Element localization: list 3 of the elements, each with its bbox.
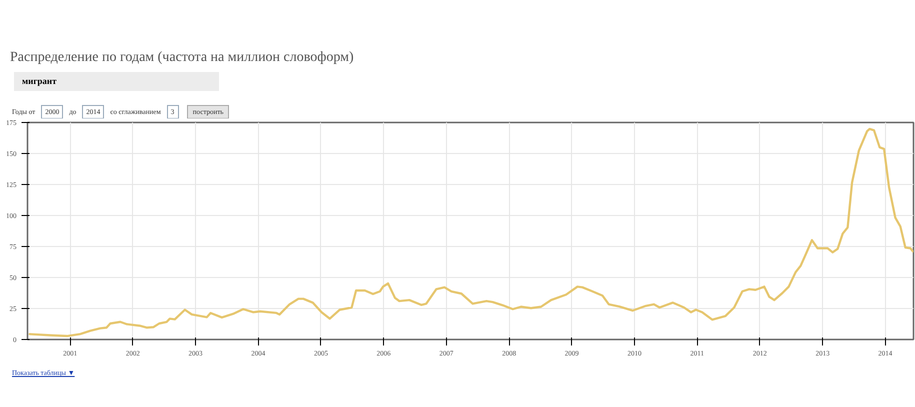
chart-title: Распределение по годам (частота на миллион словоформ) [10, 49, 354, 67]
line-series [28, 128, 914, 338]
text: мигрант [14, 72, 219, 91]
